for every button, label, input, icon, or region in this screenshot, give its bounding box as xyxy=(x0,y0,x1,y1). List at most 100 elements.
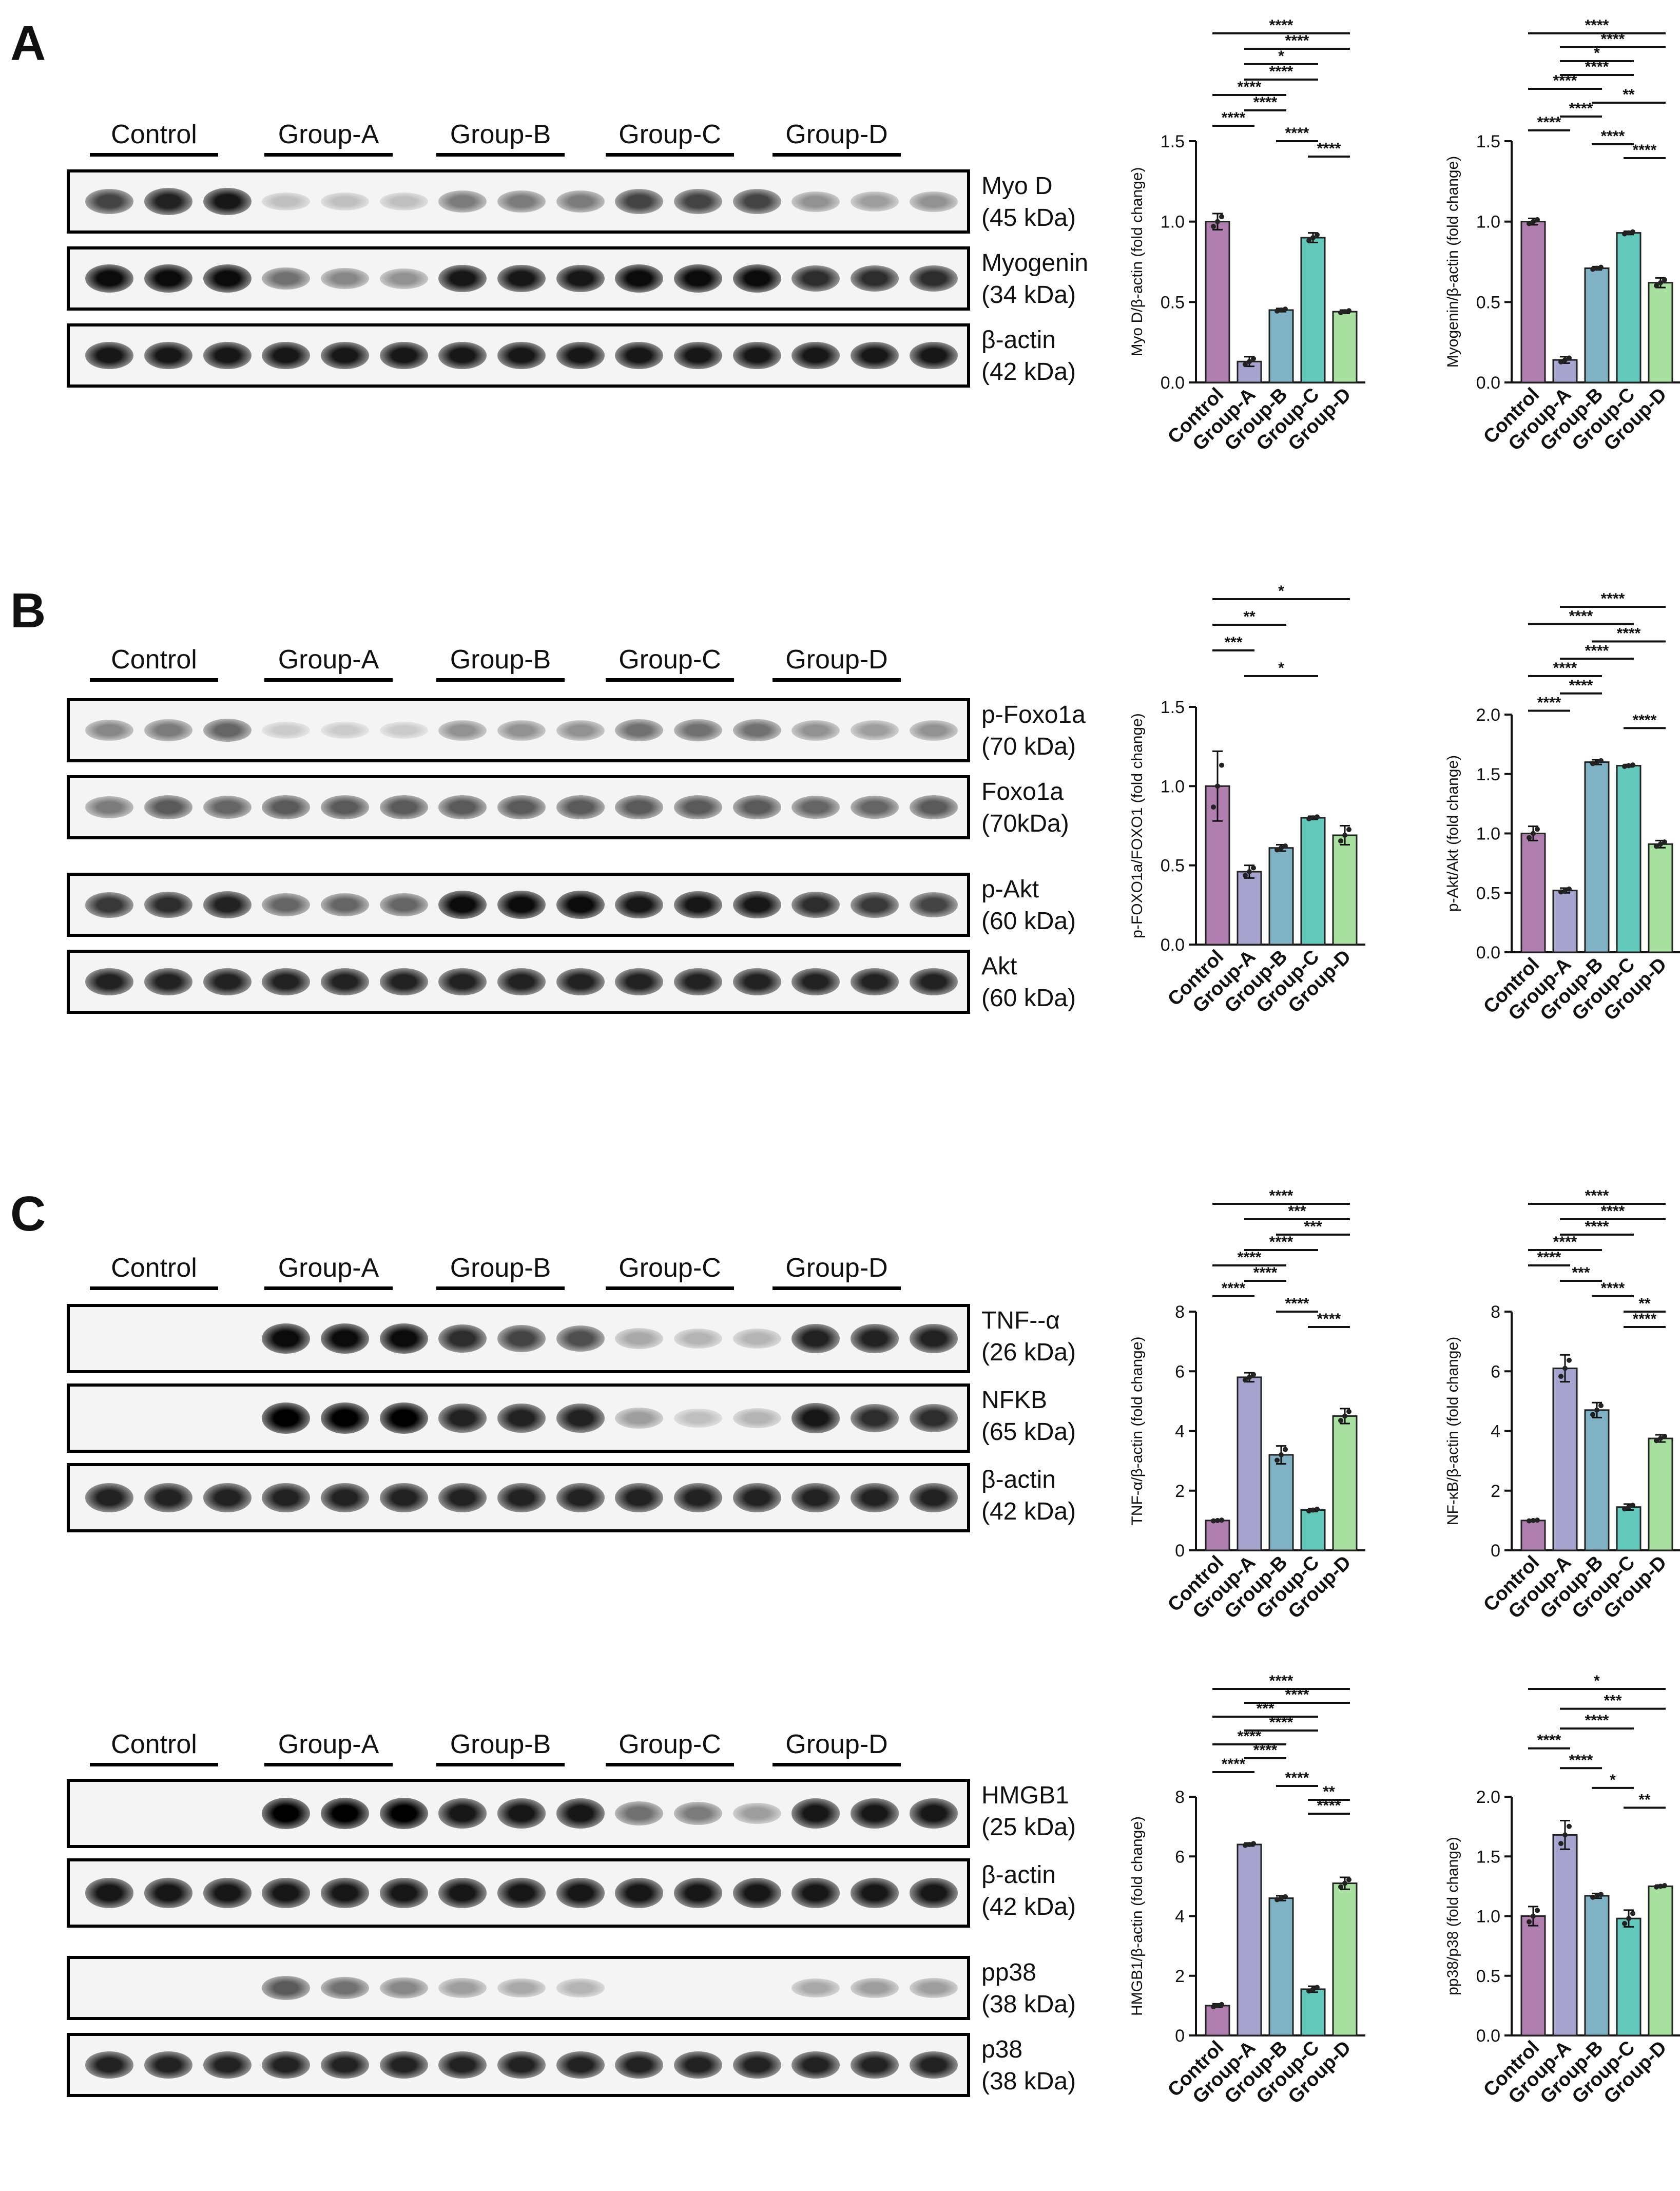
significance-label: **** xyxy=(1585,59,1609,75)
blot-band xyxy=(262,968,311,995)
data-point xyxy=(1275,1457,1280,1463)
blot-band xyxy=(732,1483,781,1512)
blot-band xyxy=(850,265,899,292)
blot-label: Myo D (45 kDa) xyxy=(981,170,1076,234)
bar xyxy=(1268,1454,1294,1551)
bar xyxy=(1648,843,1673,953)
data-point xyxy=(1275,308,1280,314)
blot-strip xyxy=(67,246,970,311)
protein-size: (70 kDa) xyxy=(981,733,1076,760)
blot-label: p-Akt (60 kDa) xyxy=(981,874,1076,937)
data-point xyxy=(1338,1884,1343,1890)
y-axis-label: p-Akt/Akt (fold change) xyxy=(1444,755,1461,912)
blot-band xyxy=(497,264,546,293)
significance-label: **** xyxy=(1222,109,1246,126)
bar xyxy=(1300,1509,1326,1551)
protein-name: β-actin xyxy=(981,1861,1056,1889)
significance-label: **** xyxy=(1253,1264,1278,1281)
blot-label: Foxo1a (70kDa) xyxy=(981,776,1069,840)
data-point xyxy=(1626,230,1631,236)
protein-name: pp38 xyxy=(981,1959,1036,1986)
protein-size: (38 kDa) xyxy=(981,2068,1076,2095)
blot-band xyxy=(497,1798,546,1829)
data-point xyxy=(1243,873,1248,878)
blot-band xyxy=(673,719,722,742)
data-point xyxy=(1658,1436,1663,1442)
group-underline xyxy=(606,1763,734,1766)
significance-label: **** xyxy=(1585,1187,1609,1204)
blot-band xyxy=(262,1878,311,1908)
data-point xyxy=(1275,847,1280,853)
significance-label: ** xyxy=(1638,1295,1651,1312)
blot-band xyxy=(85,968,134,995)
blot-band xyxy=(732,1802,781,1824)
significance-label: **** xyxy=(1537,695,1561,712)
y-axis-label: Myogenin/β-actin (fold change) xyxy=(1444,156,1461,368)
bar xyxy=(1648,1437,1673,1551)
significance-label: **** xyxy=(1238,1728,1262,1745)
significance-label: * xyxy=(1278,660,1284,677)
blot-band xyxy=(909,341,958,370)
significance-label: **** xyxy=(1269,1673,1293,1689)
data-point xyxy=(1215,783,1220,789)
data-point xyxy=(1598,758,1604,763)
blot-band xyxy=(262,1976,311,2000)
protein-size: (38 kDa) xyxy=(981,1991,1076,2018)
protein-size: (42 kDa) xyxy=(981,358,1076,386)
data-point xyxy=(1654,283,1659,289)
blot-band xyxy=(497,1878,546,1908)
data-point xyxy=(1658,841,1663,847)
protein-size: (45 kDa) xyxy=(981,204,1076,232)
blot-band xyxy=(320,968,369,995)
data-point xyxy=(1562,1366,1568,1371)
y-tick-label: 1.5 xyxy=(1476,1847,1500,1867)
blot-band xyxy=(497,1978,546,1998)
significance-label: **** xyxy=(1285,1686,1309,1703)
blot-band xyxy=(556,1798,605,1829)
blot-label: p38 (38 kDa) xyxy=(981,2034,1076,2098)
blot-strip xyxy=(67,169,970,234)
bar xyxy=(1616,1917,1642,2036)
significance-label: *** xyxy=(1224,634,1242,651)
bar xyxy=(1332,1882,1358,2036)
blot-band xyxy=(556,341,605,370)
blot-band xyxy=(379,2051,428,2079)
significance-label: *** xyxy=(1256,1700,1274,1717)
significance-label: **** xyxy=(1569,1752,1593,1769)
blot-band xyxy=(909,1878,958,1908)
significance-label: **** xyxy=(1569,677,1593,694)
data-point xyxy=(1558,889,1563,895)
group-underline xyxy=(264,1763,393,1766)
blot-band xyxy=(556,795,605,819)
y-tick-label: 6 xyxy=(1175,1847,1185,1867)
data-point xyxy=(1211,1518,1216,1524)
data-point xyxy=(1306,238,1311,243)
significance-label: **** xyxy=(1269,1187,1293,1204)
data-point xyxy=(1315,1985,1320,1990)
blot-band xyxy=(732,189,781,214)
data-point xyxy=(1598,1403,1604,1409)
blot-band xyxy=(320,795,369,819)
data-point xyxy=(1535,827,1540,832)
blot-band xyxy=(262,1323,311,1354)
data-point xyxy=(1283,306,1288,312)
blot-band xyxy=(497,341,546,370)
data-point xyxy=(1251,1841,1256,1847)
blot-band xyxy=(732,1878,781,1908)
blot-band xyxy=(791,968,840,995)
y-tick-label: 8 xyxy=(1491,1302,1500,1322)
bar xyxy=(1205,221,1230,383)
blot-band xyxy=(320,1402,369,1434)
bar xyxy=(1552,1367,1578,1551)
data-point xyxy=(1654,843,1659,849)
bar xyxy=(1268,309,1294,383)
blot-band xyxy=(262,721,311,739)
data-point xyxy=(1342,1413,1347,1419)
blot-band xyxy=(791,891,840,918)
protein-size: (42 kDa) xyxy=(981,1893,1076,1920)
y-tick-label: 6 xyxy=(1175,1362,1185,1381)
significance-label: **** xyxy=(1285,1295,1309,1312)
